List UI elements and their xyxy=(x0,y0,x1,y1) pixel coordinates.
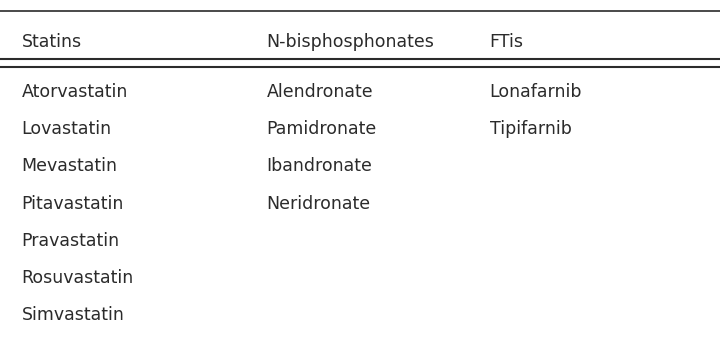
Text: Lonafarnib: Lonafarnib xyxy=(490,83,582,101)
Text: Ibandronate: Ibandronate xyxy=(266,158,372,175)
Text: Alendronate: Alendronate xyxy=(266,83,373,101)
Text: Lovastatin: Lovastatin xyxy=(22,120,112,138)
Text: Statins: Statins xyxy=(22,34,82,51)
Text: Mevastatin: Mevastatin xyxy=(22,158,117,175)
Text: Simvastatin: Simvastatin xyxy=(22,306,125,324)
Text: N-bisphosphonates: N-bisphosphonates xyxy=(266,34,434,51)
Text: FTis: FTis xyxy=(490,34,523,51)
Text: Rosuvastatin: Rosuvastatin xyxy=(22,269,134,287)
Text: Atorvastatin: Atorvastatin xyxy=(22,83,128,101)
Text: Tipifarnib: Tipifarnib xyxy=(490,120,572,138)
Text: Pitavastatin: Pitavastatin xyxy=(22,195,124,212)
Text: Neridronate: Neridronate xyxy=(266,195,371,212)
Text: Pamidronate: Pamidronate xyxy=(266,120,377,138)
Text: Pravastatin: Pravastatin xyxy=(22,232,120,250)
